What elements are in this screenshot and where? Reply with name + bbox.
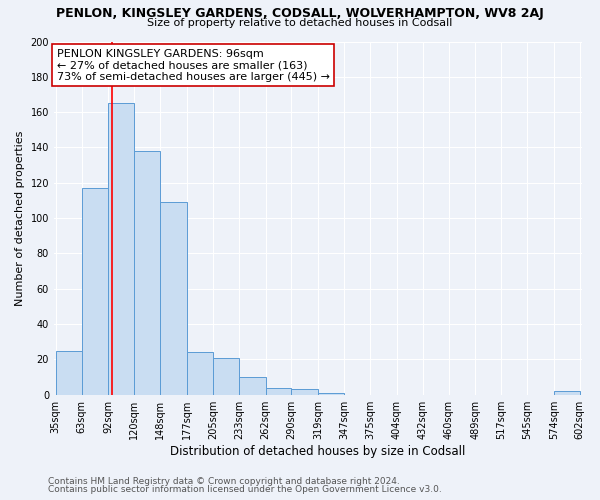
Text: Contains HM Land Registry data © Crown copyright and database right 2024.: Contains HM Land Registry data © Crown c… — [48, 477, 400, 486]
Y-axis label: Number of detached properties: Number of detached properties — [15, 130, 25, 306]
Bar — [239, 377, 266, 394]
Bar — [266, 388, 292, 394]
Bar — [318, 393, 344, 394]
Bar — [160, 202, 187, 394]
Text: PENLON KINGSLEY GARDENS: 96sqm
← 27% of detached houses are smaller (163)
73% of: PENLON KINGSLEY GARDENS: 96sqm ← 27% of … — [56, 48, 329, 82]
X-axis label: Distribution of detached houses by size in Codsall: Distribution of detached houses by size … — [170, 444, 466, 458]
Bar — [292, 390, 318, 394]
Text: Contains public sector information licensed under the Open Government Licence v3: Contains public sector information licen… — [48, 485, 442, 494]
Bar — [56, 350, 82, 395]
Bar — [82, 188, 109, 394]
Text: PENLON, KINGSLEY GARDENS, CODSALL, WOLVERHAMPTON, WV8 2AJ: PENLON, KINGSLEY GARDENS, CODSALL, WOLVE… — [56, 8, 544, 20]
Bar — [213, 358, 239, 395]
Bar — [134, 151, 160, 394]
Bar — [109, 104, 134, 395]
Bar — [554, 391, 580, 394]
Text: Size of property relative to detached houses in Codsall: Size of property relative to detached ho… — [148, 18, 452, 28]
Bar — [187, 352, 213, 395]
